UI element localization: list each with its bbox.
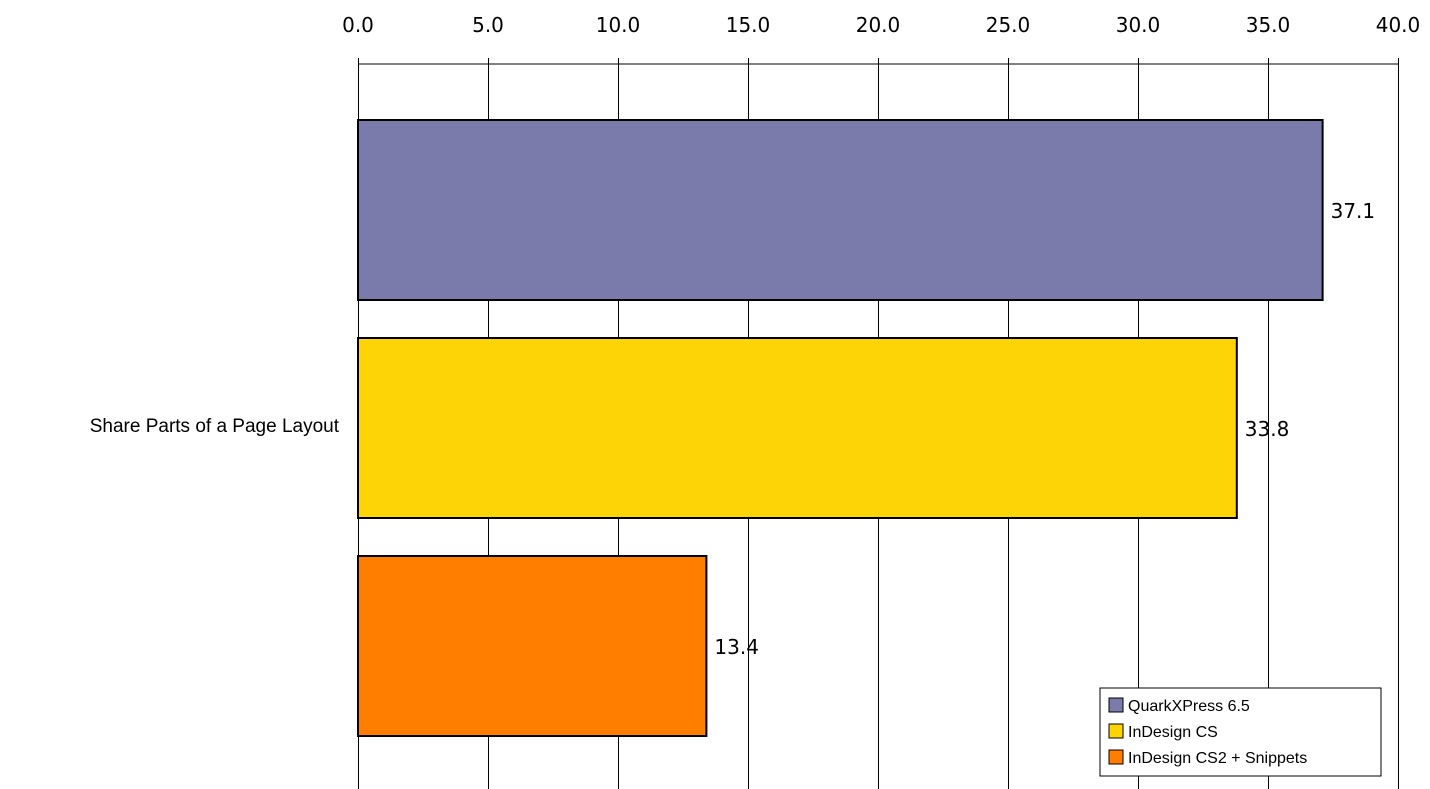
legend-label-0: QuarkXPress 6.5 [1128,698,1250,715]
data-label-0: 37.1 [1331,199,1376,223]
legend: QuarkXPress 6.5 InDesign CS InDesign CS2 +… [1100,688,1381,776]
legend-label-2: InDesign CS2 + Snippets [1128,750,1307,767]
legend-swatch-0 [1109,698,1123,712]
data-label-1: 33.8 [1245,417,1290,441]
x-tick-label-7: 35.0 [1246,13,1291,37]
bar-0 [358,120,1323,300]
x-tick-label-0: 0.0 [342,13,374,37]
bar-2 [358,556,706,736]
legend-label-1: InDesign CS [1128,724,1218,741]
x-axis-ticks: 0.0 5.0 10.0 15.0 20.0 25.0 30.0 35.0 40.0 [342,13,1420,37]
x-tick-label-4: 20.0 [856,13,901,37]
x-tick-label-6: 30.0 [1116,13,1161,37]
x-tick-label-1: 5.0 [472,13,504,37]
x-tick-label-2: 10.0 [596,13,641,37]
bars [358,120,1323,736]
bar-1 [358,338,1237,518]
legend-swatch-2 [1109,750,1123,764]
x-tick-label-5: 25.0 [986,13,1031,37]
data-label-2: 13.4 [714,635,759,659]
x-tick-label-3: 15.0 [726,13,771,37]
x-tick-label-8: 40.0 [1376,13,1421,37]
legend-swatch-1 [1109,724,1123,738]
category-label: Share Parts of a Page Layout [90,416,340,437]
